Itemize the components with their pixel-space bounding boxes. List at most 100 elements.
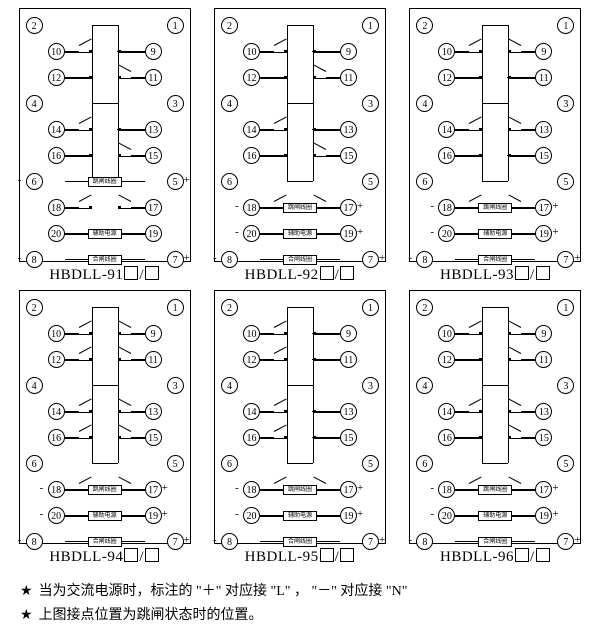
polarity-sign: - (408, 253, 412, 264)
relay-diagram: 2110912114314131615651817201987跳闸线圈辅助电源合… (214, 8, 386, 262)
diagram-caption: HBDLL-96/ (440, 548, 551, 566)
coil-label: 辅助电源 (88, 229, 122, 239)
coil-label: 合闸线圈 (478, 537, 512, 547)
polarity-sign: + (574, 253, 580, 264)
pin-9: 9 (340, 325, 357, 342)
pin-1: 1 (557, 299, 574, 316)
pin-6: 6 (416, 173, 433, 190)
pin-2: 2 (416, 17, 433, 34)
polarity-sign: + (552, 483, 558, 494)
pin-10: 10 (438, 43, 455, 60)
polarity-sign: + (574, 535, 580, 546)
pin-12: 12 (243, 69, 260, 86)
pin-14: 14 (243, 121, 260, 138)
polarity-sign: - (235, 509, 239, 520)
pin-3: 3 (557, 95, 574, 112)
polarity-sign: + (184, 253, 190, 264)
coil-label: 辅助电源 (283, 511, 317, 521)
polarity-sign: + (357, 483, 363, 494)
pin-17: 17 (145, 199, 162, 216)
pin-19: 19 (145, 225, 162, 242)
diagram-caption: HBDLL-93/ (440, 266, 551, 284)
pin-18: 18 (243, 199, 260, 216)
pin-5: 5 (167, 173, 184, 190)
pin-18: 18 (438, 481, 455, 498)
pin-2: 2 (416, 299, 433, 316)
pin-11: 11 (145, 351, 162, 368)
coil-label: 跳闸线圈 (88, 485, 122, 495)
pin-3: 3 (362, 377, 379, 394)
pin-4: 4 (221, 95, 238, 112)
pin-8: 8 (416, 251, 433, 268)
pin-7: 7 (167, 251, 184, 268)
polarity-sign: - (213, 535, 217, 546)
pin-8: 8 (416, 533, 433, 550)
coil-label: 辅助电源 (283, 229, 317, 239)
page-root: 2110912114314131615651817201987跳闸线圈辅助电源合… (0, 0, 600, 636)
pin-20: 20 (243, 225, 260, 242)
coil-label: 跳闸线圈 (88, 177, 122, 187)
pin-11: 11 (340, 69, 357, 86)
pin-7: 7 (557, 251, 574, 268)
polarity-sign: + (162, 509, 168, 520)
pin-15: 15 (340, 147, 357, 164)
pin-1: 1 (557, 17, 574, 34)
note-text: 当为交流电源时，标注的 "＋" 对应接 "L" ， "－" 对应接 "N" (39, 584, 408, 599)
diagram-grid: 2110912114314131615651817201987跳闸线圈辅助电源合… (0, 8, 600, 566)
pin-9: 9 (145, 325, 162, 342)
pin-11: 11 (535, 69, 552, 86)
pin-2: 2 (221, 17, 238, 34)
footnotes: ★ 当为交流电源时，标注的 "＋" 对应接 "L" ， "－" 对应接 "N" ★… (0, 566, 600, 636)
diagram-cell: 2110912114314131615651817201987跳闸线圈辅助电源合… (213, 290, 386, 566)
pin-13: 13 (340, 403, 357, 420)
pin-15: 15 (145, 147, 162, 164)
pin-7: 7 (557, 533, 574, 550)
pin-18: 18 (48, 199, 65, 216)
pin-3: 3 (557, 377, 574, 394)
note-line: ★上图接点位置为跳闸状态时的位置。 (20, 604, 580, 628)
pin-16: 16 (48, 429, 65, 446)
pin-12: 12 (438, 351, 455, 368)
polarity-sign: - (213, 253, 217, 264)
pin-9: 9 (535, 325, 552, 342)
coil-label: 跳闸线圈 (478, 203, 512, 213)
pin-12: 12 (48, 69, 65, 86)
pin-2: 2 (26, 17, 43, 34)
pin-8: 8 (221, 251, 238, 268)
pin-13: 13 (535, 403, 552, 420)
coil-label: 合闸线圈 (88, 537, 122, 547)
pin-19: 19 (145, 507, 162, 524)
polarity-sign: + (184, 535, 190, 546)
relay-diagram: 2110912114314131615651817201987跳闸线圈辅助电源合… (409, 8, 581, 262)
pin-1: 1 (362, 17, 379, 34)
pin-1: 1 (167, 17, 184, 34)
pin-2: 2 (221, 299, 238, 316)
pin-8: 8 (221, 533, 238, 550)
pin-6: 6 (416, 455, 433, 472)
pin-15: 15 (145, 429, 162, 446)
pin-17: 17 (145, 481, 162, 498)
polarity-sign: + (552, 509, 558, 520)
polarity-sign: - (18, 253, 22, 264)
pin-10: 10 (243, 43, 260, 60)
pin-9: 9 (145, 43, 162, 60)
polarity-sign: - (430, 201, 434, 212)
pin-11: 11 (145, 69, 162, 86)
pin-13: 13 (535, 121, 552, 138)
diagram-cell: 2110912114314131615651817201987跳闸线圈辅助电源合… (18, 8, 191, 284)
polarity-sign: - (235, 483, 239, 494)
pin-12: 12 (48, 351, 65, 368)
pin-5: 5 (557, 173, 574, 190)
star-icon: ★ (20, 584, 33, 599)
pin-20: 20 (48, 507, 65, 524)
polarity-sign: - (40, 483, 44, 494)
pin-11: 11 (535, 351, 552, 368)
polarity-sign: - (430, 227, 434, 238)
pin-16: 16 (438, 429, 455, 446)
pin-6: 6 (26, 173, 43, 190)
diagram-caption: HBDLL-95/ (245, 548, 356, 566)
note-text: 上图接点位置为跳闸状态时的位置。 (39, 608, 263, 623)
pin-17: 17 (340, 481, 357, 498)
pin-5: 5 (557, 455, 574, 472)
pin-5: 5 (167, 455, 184, 472)
